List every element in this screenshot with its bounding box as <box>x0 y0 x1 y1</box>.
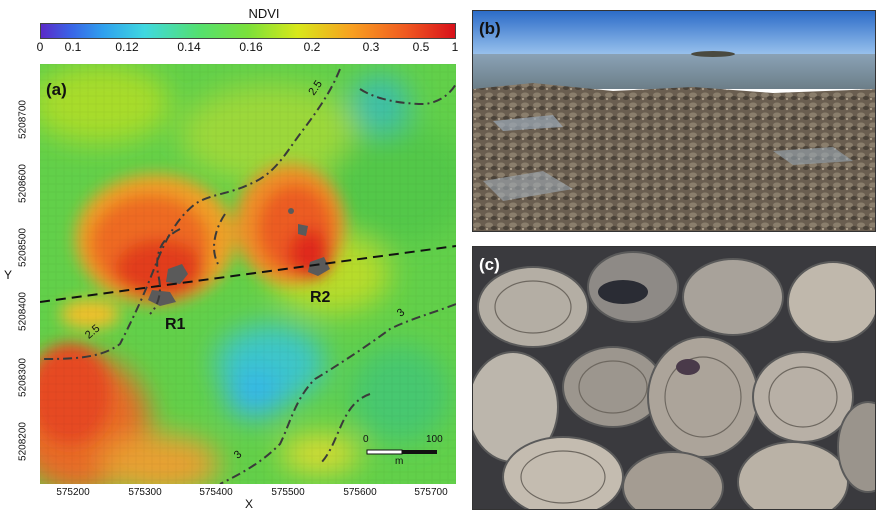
x-tick: 575300 <box>128 487 162 498</box>
panel-b-label: (b) <box>479 19 501 38</box>
x-tick: 575500 <box>271 487 305 498</box>
colorbar-tick: 0.2 <box>303 40 321 54</box>
reef-patch <box>298 224 308 236</box>
colorbar-title: NDVI <box>248 6 280 21</box>
colorbar-tick: 0.14 <box>177 40 201 54</box>
colorbar-tick: 1 <box>451 40 459 54</box>
reef-landscape-photo: (b) <box>472 10 876 232</box>
oyster-closeup-image <box>473 247 875 509</box>
y-tick: 5208300 <box>17 358 29 397</box>
x-axis-label: X <box>245 497 254 511</box>
x-tick: 575200 <box>56 487 90 498</box>
y-tick: 5208500 <box>17 228 29 267</box>
reef-patch <box>308 257 330 276</box>
scale-bar-unit: m <box>395 456 404 467</box>
y-tick: 5208200 <box>17 422 29 461</box>
y-axis-label: Y <box>4 268 13 282</box>
x-tick: 575400 <box>199 487 233 498</box>
colorbar-tick: 0.1 <box>64 40 82 54</box>
oyster-closeup-photo: (c) <box>472 246 876 510</box>
reef-landscape-image <box>473 11 875 231</box>
x-tick: 575700 <box>414 487 448 498</box>
ndvi-map: (a) R1 R2 2.5 2.5 3 3 0 100 m <box>40 64 456 484</box>
y-tick: 5208700 <box>17 100 29 139</box>
reef-label-r2: R2 <box>310 289 331 306</box>
y-tick: 5208400 <box>17 292 29 331</box>
colorbar-tick: 0 <box>36 40 44 54</box>
scale-bar-start: 0 <box>363 434 369 445</box>
y-tick: 5208600 <box>17 164 29 203</box>
panel-c-label: (c) <box>479 255 500 274</box>
colorbar-tick: 0.5 <box>412 40 430 54</box>
x-tick: 575600 <box>343 487 377 498</box>
scale-bar-end: 100 <box>426 434 443 445</box>
transect-line <box>40 245 456 303</box>
reef-patch <box>166 264 188 284</box>
ndvi-colorbar <box>40 23 456 39</box>
reef-patch <box>288 208 294 214</box>
depth-contours <box>40 68 456 484</box>
colorbar-tick: 0.16 <box>239 40 263 54</box>
colorbar-tick: 0.3 <box>362 40 380 54</box>
reef-label-r1: R1 <box>165 316 186 333</box>
reef-patch <box>148 290 176 306</box>
ndvi-map-raster <box>40 64 456 484</box>
colorbar-tick: 0.12 <box>115 40 139 54</box>
panel-a-label: (a) <box>46 80 67 99</box>
